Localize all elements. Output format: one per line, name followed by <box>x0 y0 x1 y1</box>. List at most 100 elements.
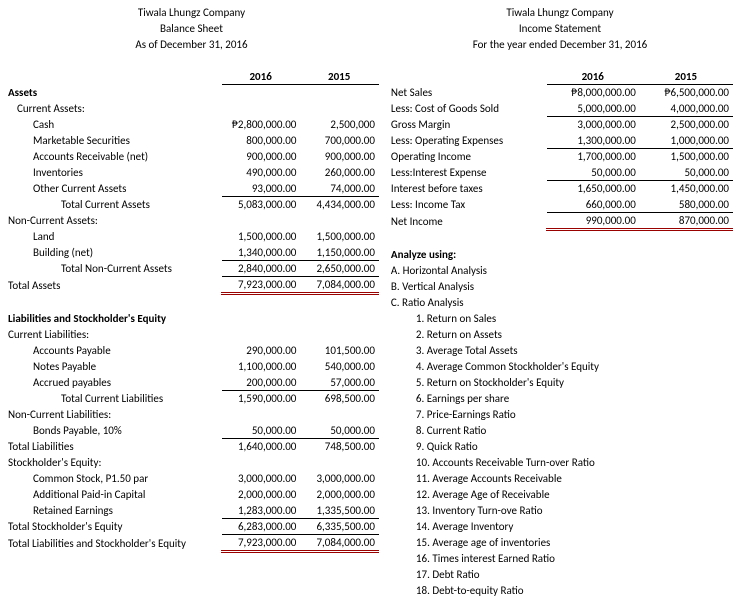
ap-label: Accounts Payable <box>5 343 222 359</box>
cs-2015: 3,000,000.00 <box>300 471 379 487</box>
balance-sheet-panel: Tiwala Lhungz Company Balance Sheet As o… <box>4 4 379 599</box>
analysis-c: C. Ratio Analysis <box>387 295 732 311</box>
is-company: Tiwala Lhungz Company <box>387 5 732 21</box>
analysis-b: B. Vertical Analysis <box>387 279 732 295</box>
acp-2015: 57,000.00 <box>300 375 379 391</box>
ratio-8: 8. Current Ratio <box>387 423 732 439</box>
cs-label: Common Stock, P1.50 par <box>5 471 222 487</box>
ratio-15: 15. Average age of inventories <box>387 535 732 551</box>
apic-label: Additional Paid-in Capital <box>5 487 222 503</box>
np-2015: 540,000.00 <box>300 359 379 375</box>
tcl-2016: 1,590,000.00 <box>221 391 300 407</box>
re-2016: 1,283,000.00 <box>221 503 300 519</box>
acp-label: Accrued payables <box>5 375 222 391</box>
land-label: Land <box>5 229 222 245</box>
assets-header: Assets <box>5 85 222 101</box>
np-label: Notes Payable <box>5 359 222 375</box>
inv-2016: 490,000.00 <box>221 165 300 181</box>
ratio-3: 3. Average Total Assets <box>387 343 732 359</box>
ie-label: Less:Interest Expense <box>387 165 546 181</box>
ratio-4: 4. Average Common Stockholder's Equity <box>387 359 732 375</box>
tlse-label: Total Liabilities and Stockholder's Equi… <box>5 535 222 552</box>
it-2015: 580,000.00 <box>639 197 732 213</box>
oe-label: Less: Operating Expenses <box>387 133 546 149</box>
tse-2015: 6,335,500.00 <box>300 519 379 535</box>
ie-2015: 50,000.00 <box>639 165 732 181</box>
ratio-11: 11. Average Accounts Receivable <box>387 471 732 487</box>
col-2016: 2016 <box>221 69 300 85</box>
oca-2015: 74,000.00 <box>300 181 379 197</box>
tl-2015: 748,500.00 <box>300 439 379 455</box>
apic-2015: 2,000,000.00 <box>300 487 379 503</box>
ar-label: Accounts Receivable (net) <box>5 149 222 165</box>
oca-2016: 93,000.00 <box>221 181 300 197</box>
ncl-header: Non-Current Liabilities: <box>5 407 222 423</box>
ta-label: Total Assets <box>5 277 222 294</box>
lse-header: Liabilities and Stockholder's Equity <box>5 311 222 327</box>
col-2015: 2015 <box>300 69 379 85</box>
tcl-2015: 698,500.00 <box>300 391 379 407</box>
gm-label: Gross Margin <box>387 117 546 133</box>
ms-2015: 700,000.00 <box>300 133 379 149</box>
tnca-label: Total Non-Current Assets <box>5 261 222 277</box>
ar-2015: 900,000.00 <box>300 149 379 165</box>
ta-2016: 7,923,000.00 <box>221 277 300 294</box>
apic-2016: 2,000,000.00 <box>221 487 300 503</box>
bs-company: Tiwala Lhungz Company <box>5 5 379 21</box>
tca-2015: 4,434,000.00 <box>300 197 379 213</box>
ratio-12: 12. Average Age of Receivable <box>387 487 732 503</box>
np-2016: 1,100,000.00 <box>221 359 300 375</box>
current-assets-header: Current Assets: <box>5 101 222 117</box>
tnca-2016: 2,840,000.00 <box>221 261 300 277</box>
bs-asof: As of December 31, 2016 <box>5 37 379 53</box>
analysis-a: A. Horizontal Analysis <box>387 263 732 279</box>
analyze-header: Analyze using: <box>387 247 732 263</box>
oe-2016: 1,300,000.00 <box>546 133 639 149</box>
is-title: Income Statement <box>387 21 732 37</box>
oca-label: Other Current Assets <box>5 181 222 197</box>
bs-title: Balance Sheet <box>5 21 379 37</box>
tcl-label: Total Current Liabilities <box>5 391 222 407</box>
cogs-2016: 5,000,000.00 <box>546 101 639 117</box>
ratio-10: 10. Accounts Receivable Turn-over Ratio <box>387 455 732 471</box>
bld-2016: 1,340,000.00 <box>221 245 300 261</box>
cogs-label: Less: Cost of Goods Sold <box>387 101 546 117</box>
ratio-13: 13. Inventory Turn-ove Ratio <box>387 503 732 519</box>
acp-2016: 200,000.00 <box>221 375 300 391</box>
ta-2015: 7,084,000.00 <box>300 277 379 294</box>
ni-2016: 990,000.00 <box>546 213 639 230</box>
ratio-14: 14. Average Inventory <box>387 519 732 535</box>
cash-2015: 2,500,000 <box>300 117 379 133</box>
cash-2016: ₱2,800,000.00 <box>221 117 300 133</box>
oi-label: Operating Income <box>387 149 546 165</box>
ns-2016: ₱8,000,000.00 <box>546 85 639 101</box>
ratio-5: 5. Return on Stockholder's Equity <box>387 375 732 391</box>
cs-2016: 3,000,000.00 <box>221 471 300 487</box>
inv-label: Inventories <box>5 165 222 181</box>
cl-header: Current Liabilities: <box>5 327 222 343</box>
ratio-2: 2. Return on Assets <box>387 327 732 343</box>
gm-2016: 3,000,000.00 <box>546 117 639 133</box>
ap-2016: 290,000.00 <box>221 343 300 359</box>
ms-label: Marketable Securities <box>5 133 222 149</box>
re-2015: 1,335,500.00 <box>300 503 379 519</box>
ibt-2015: 1,450,000.00 <box>639 181 732 197</box>
tlse-2016: 7,923,000.00 <box>221 535 300 552</box>
it-2016: 660,000.00 <box>546 197 639 213</box>
ms-2016: 800,000.00 <box>221 133 300 149</box>
cash-label: Cash <box>5 117 222 133</box>
income-statement-table: Tiwala Lhungz Company Income Statement F… <box>387 4 733 599</box>
nca-header: Non-Current Assets: <box>5 213 222 229</box>
ni-2015: 870,000.00 <box>639 213 732 230</box>
ratio-1: 1. Return on Sales <box>387 311 732 327</box>
inv-2015: 260,000.00 <box>300 165 379 181</box>
ratio-16: 16. Times interest Earned Ratio <box>387 551 732 567</box>
bp-2015: 50,000.00 <box>300 423 379 439</box>
re-label: Retained Earnings <box>5 503 222 519</box>
bld-2015: 1,150,000.00 <box>300 245 379 261</box>
bp-label: Bonds Payable, 10% <box>5 423 222 439</box>
ns-label: Net Sales <box>387 85 546 101</box>
gm-2015: 2,500,000.00 <box>639 117 732 133</box>
ns-2015: ₱6,500,000.00 <box>639 85 732 101</box>
ie-2016: 50,000.00 <box>546 165 639 181</box>
